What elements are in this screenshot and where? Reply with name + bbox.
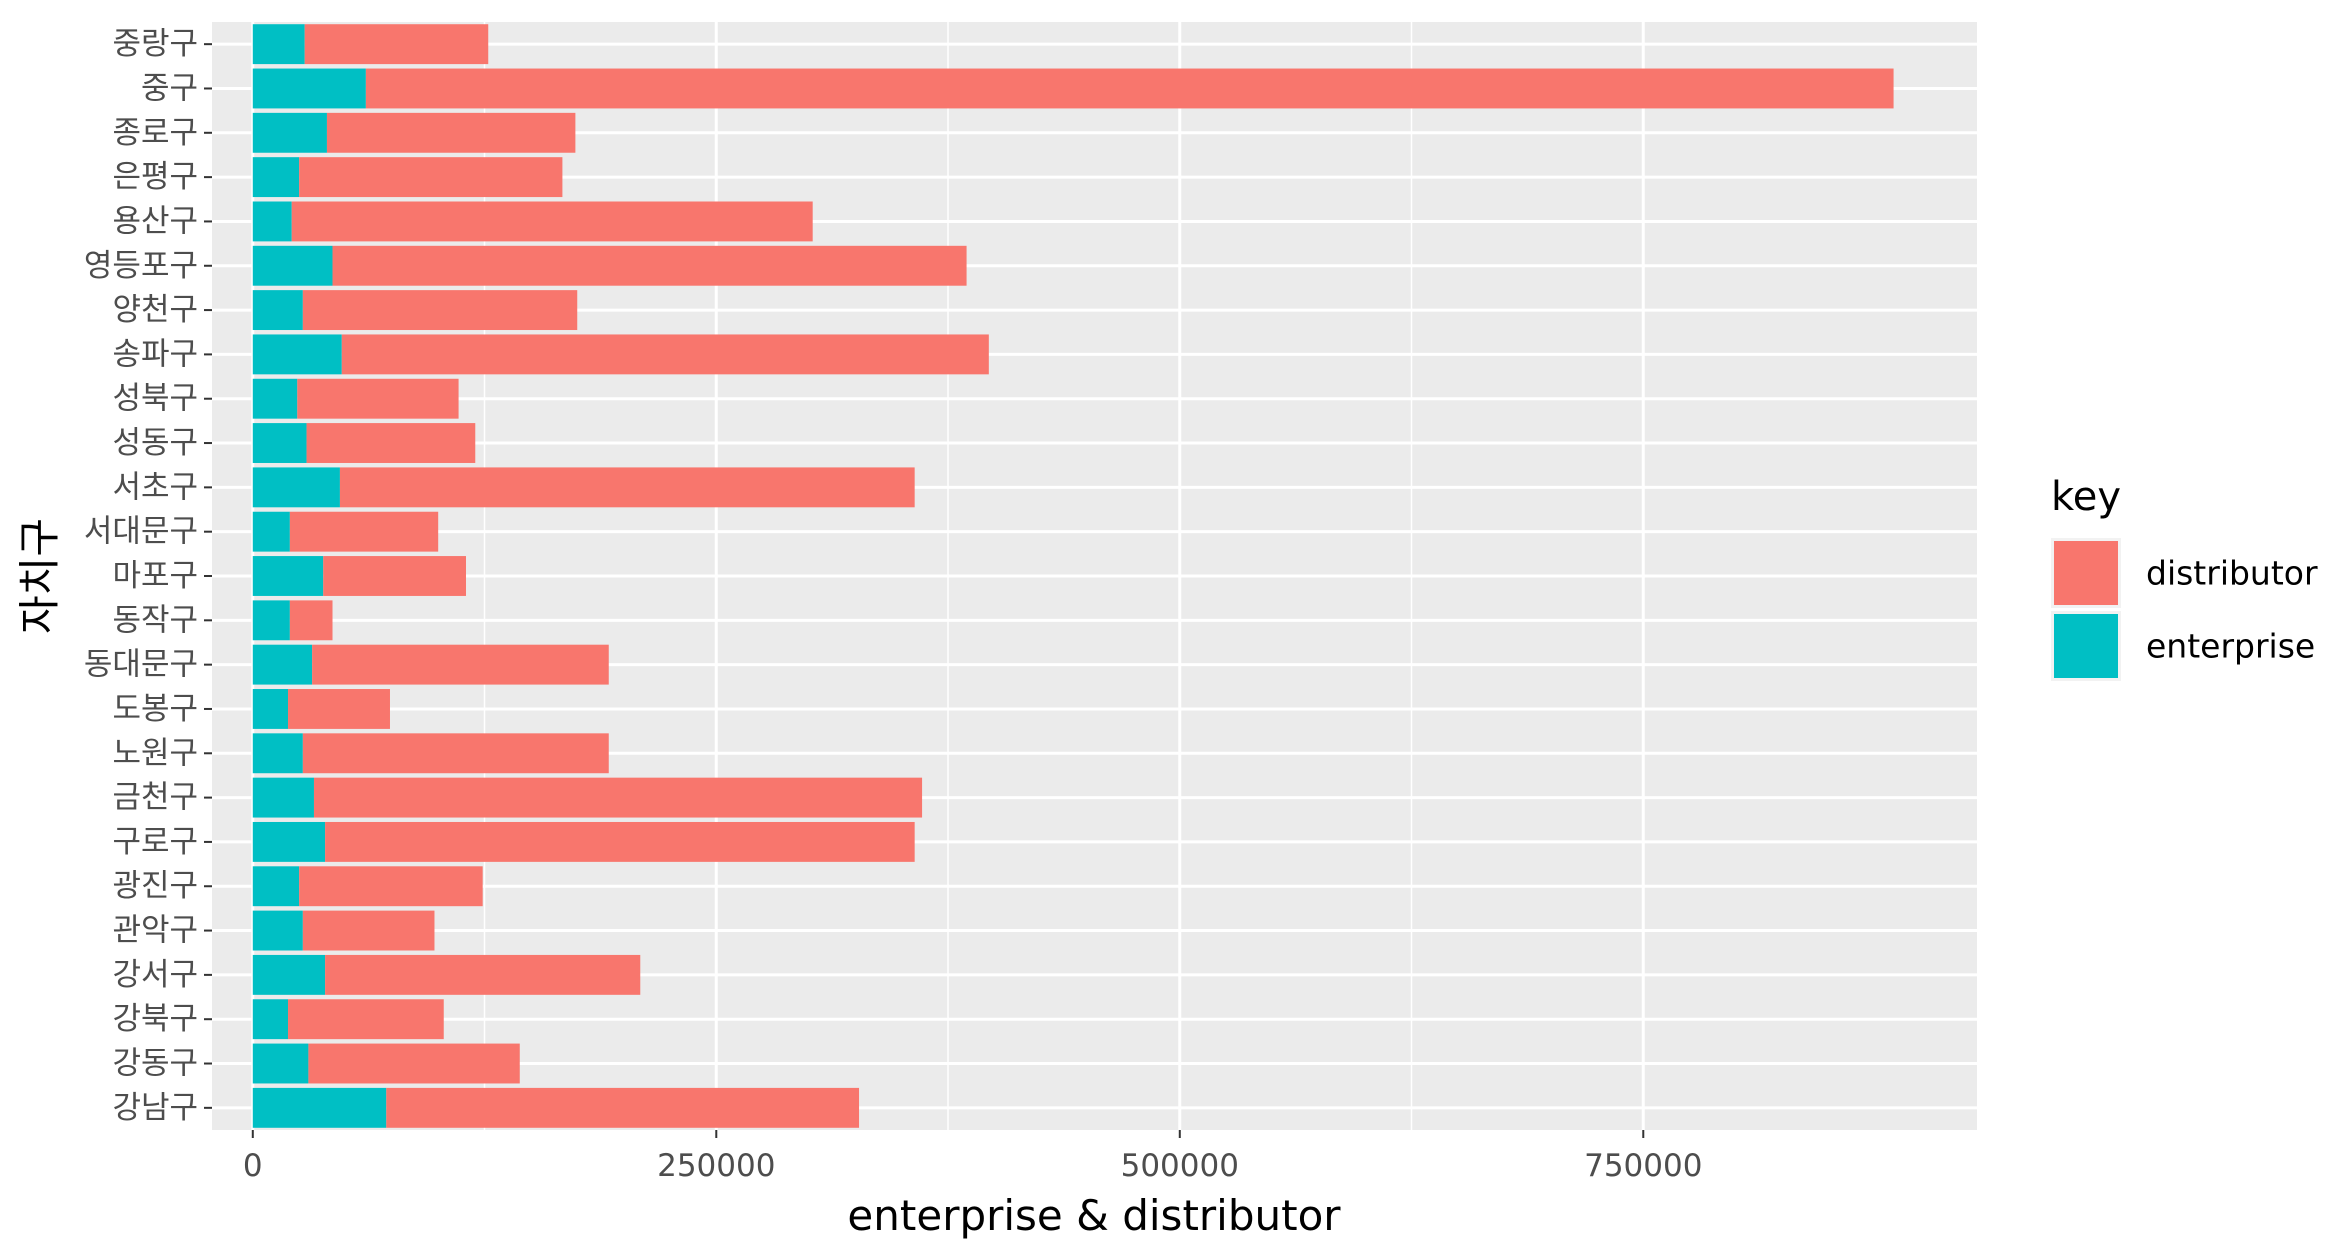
bar-enterprise bbox=[252, 1087, 387, 1128]
y-tick-label: 마포구 bbox=[112, 558, 198, 594]
bar-distributor bbox=[325, 954, 641, 995]
bar-distributor bbox=[288, 999, 444, 1040]
bar-enterprise bbox=[252, 24, 305, 65]
bar-enterprise bbox=[252, 290, 303, 331]
bar-enterprise bbox=[252, 644, 313, 685]
y-tick-label: 광진구 bbox=[112, 868, 198, 904]
legend-items: distributor enterprise bbox=[2051, 538, 2318, 681]
x-axis-title: enterprise & distributor bbox=[847, 1191, 1341, 1240]
y-tick-label: 서초구 bbox=[112, 469, 198, 505]
bar-enterprise bbox=[252, 423, 307, 463]
bar-distributor bbox=[332, 245, 967, 286]
bar-enterprise bbox=[252, 334, 342, 375]
bar-distributor bbox=[308, 1043, 520, 1084]
y-tick-label: 서대문구 bbox=[84, 514, 198, 550]
bar-distributor bbox=[297, 378, 459, 419]
bar-enterprise bbox=[252, 821, 326, 862]
y-tick-label: 관악구 bbox=[112, 913, 198, 949]
y-tick-label: 도봉구 bbox=[112, 691, 198, 727]
bar-enterprise bbox=[252, 511, 290, 552]
legend-swatch-distributor bbox=[2054, 541, 2118, 605]
bar-enterprise bbox=[252, 112, 327, 153]
y-tick-label: 강북구 bbox=[112, 1001, 198, 1037]
bar-distributor bbox=[312, 644, 609, 685]
bar-distributor bbox=[289, 600, 333, 641]
legend-label-enterprise: enterprise bbox=[2146, 627, 2315, 666]
y-tick-label: 동작구 bbox=[112, 602, 198, 638]
bar-distributor bbox=[341, 334, 989, 375]
y-axis-title: 자치구 bbox=[15, 518, 64, 634]
y-tick-label: 구로구 bbox=[112, 824, 198, 860]
x-tick-label: 0 bbox=[243, 1148, 263, 1184]
bars bbox=[252, 24, 1894, 1128]
bar-enterprise bbox=[252, 777, 314, 818]
y-tick-label: 송파구 bbox=[112, 336, 198, 372]
bar-distributor bbox=[288, 689, 390, 729]
bar-distributor bbox=[291, 201, 813, 242]
x-tick-label: 250000 bbox=[657, 1148, 775, 1184]
y-tick-label: 금천구 bbox=[112, 780, 198, 816]
y-tick-label: 노원구 bbox=[112, 735, 198, 771]
y-tick-label: 강서구 bbox=[112, 957, 198, 993]
x-tick-label: 750000 bbox=[1584, 1148, 1702, 1184]
legend-label-distributor: distributor bbox=[2146, 554, 2318, 593]
bar-distributor bbox=[302, 733, 609, 774]
bar-distributor bbox=[304, 24, 489, 65]
x-tick-label: 500000 bbox=[1121, 1148, 1239, 1184]
bar-distributor bbox=[302, 290, 578, 331]
bar-enterprise bbox=[252, 689, 289, 729]
bar-enterprise bbox=[252, 866, 300, 907]
y-tick-label: 강남구 bbox=[112, 1090, 198, 1126]
y-tick-label: 용산구 bbox=[112, 203, 198, 239]
y-tick-label: 성북구 bbox=[112, 381, 198, 417]
bar-enterprise bbox=[252, 600, 290, 641]
bar-distributor bbox=[289, 511, 439, 552]
bar-enterprise bbox=[252, 556, 324, 596]
bar-enterprise bbox=[252, 1043, 309, 1084]
bar-enterprise bbox=[252, 245, 333, 286]
y-tick-label: 강동구 bbox=[112, 1046, 198, 1082]
y-tick-label: 중랑구 bbox=[112, 26, 198, 62]
legend-swatch-enterprise bbox=[2054, 614, 2118, 678]
bar-distributor bbox=[323, 556, 466, 596]
bar-enterprise bbox=[252, 733, 303, 774]
bar-enterprise bbox=[252, 910, 303, 951]
bar-enterprise bbox=[252, 999, 289, 1040]
y-tick-label: 은평구 bbox=[112, 159, 198, 195]
bar-distributor bbox=[313, 777, 923, 818]
bar-distributor bbox=[326, 112, 576, 153]
bar-enterprise bbox=[252, 157, 300, 198]
bar-enterprise bbox=[252, 68, 366, 109]
y-tick-label: 동대문구 bbox=[84, 647, 198, 683]
bar-enterprise bbox=[252, 467, 340, 508]
y-tick-label: 종로구 bbox=[112, 115, 198, 151]
bar-distributor bbox=[299, 866, 483, 907]
y-tick-label: 영등포구 bbox=[84, 248, 198, 284]
y-tick-label: 성동구 bbox=[112, 425, 198, 461]
bar-distributor bbox=[302, 910, 435, 951]
legend: key distributor enterprise bbox=[2051, 474, 2318, 681]
y-tick-label: 중구 bbox=[141, 70, 198, 106]
x-axis: 0 250000 500000 750000 bbox=[243, 1130, 1702, 1184]
bar-enterprise bbox=[252, 201, 292, 242]
bar-distributor bbox=[365, 68, 1894, 109]
y-tick-label: 양천구 bbox=[112, 292, 198, 328]
bar-distributor bbox=[299, 157, 563, 198]
bar-enterprise bbox=[252, 954, 326, 995]
legend-title: key bbox=[2051, 474, 2121, 520]
bar-distributor bbox=[325, 821, 915, 862]
bar-distributor bbox=[339, 467, 915, 508]
bar-distributor bbox=[386, 1087, 860, 1128]
bar-distributor bbox=[306, 423, 476, 463]
bar-enterprise bbox=[252, 378, 298, 419]
y-axis: 중랑구중구종로구은평구용산구영등포구양천구송파구성북구성동구서초구서대문구마포구… bbox=[84, 26, 212, 1126]
